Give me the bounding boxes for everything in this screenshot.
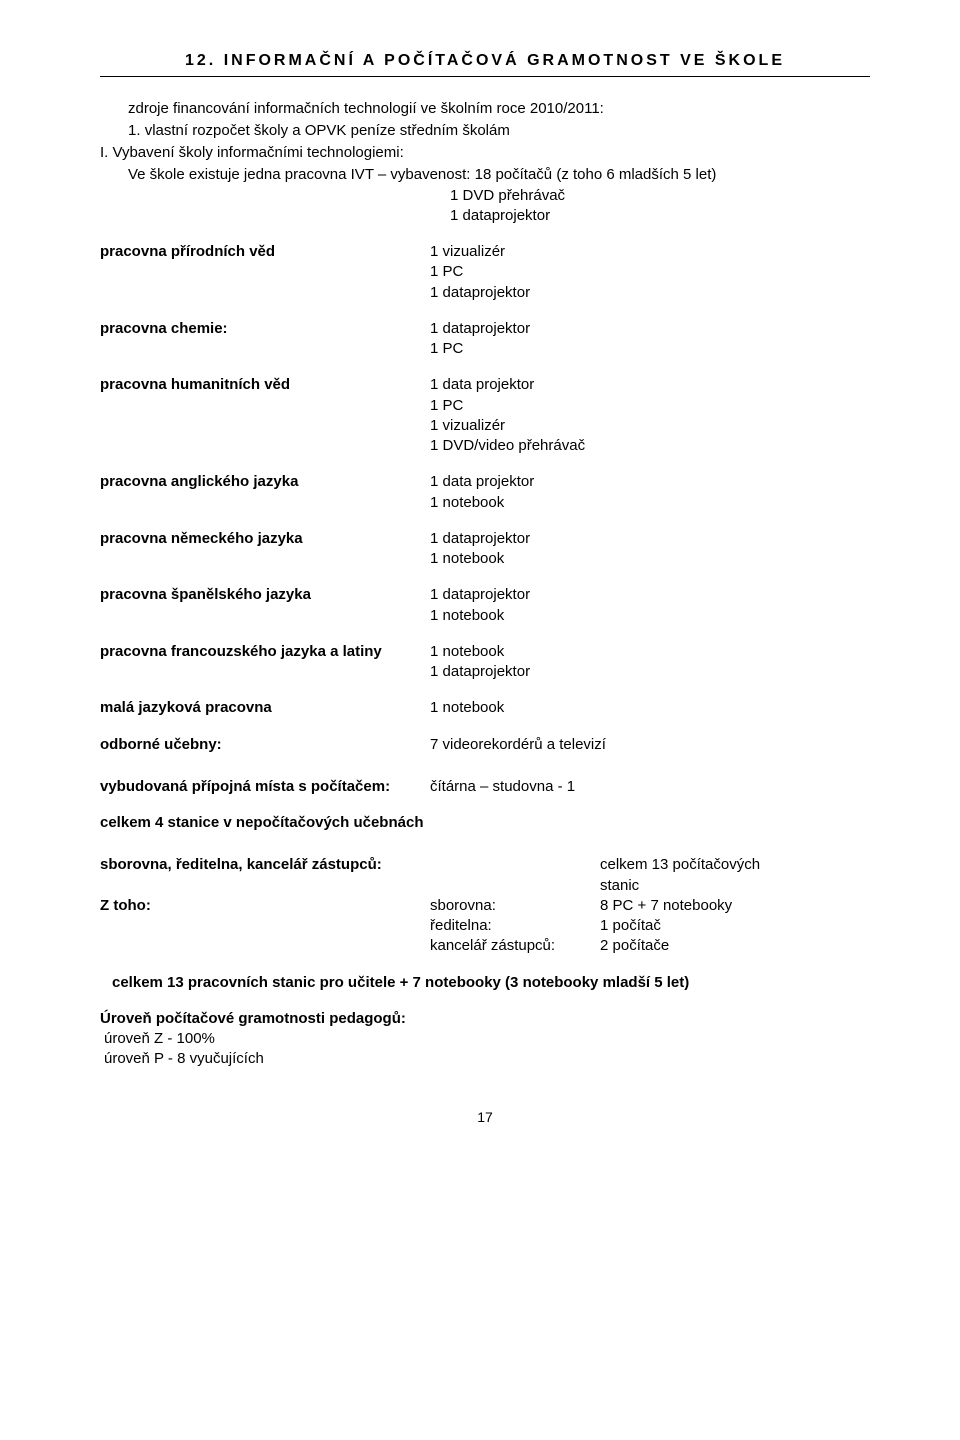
horizontal-rule (100, 76, 870, 77)
row-label: malá jazyková pracovna (100, 698, 430, 718)
roman-title: Vybavení školy informačními technologiem… (113, 144, 404, 161)
pripojna-label: vybudovaná přípojná místa s počítačem: (100, 777, 430, 797)
row-label: pracovna francouzského jazyka a latiny (100, 642, 430, 683)
row-line: 1 notebook (430, 493, 870, 513)
ztoho-val: 8 PC + 7 notebooky (600, 896, 870, 916)
ztoho-key: kancelář zástupců: (430, 936, 600, 956)
row-line: 1 notebook (430, 698, 870, 718)
list-text: vlastní rozpočet školy a OPVK peníze stř… (145, 122, 510, 139)
row-chemie: pracovna chemie: 1 dataprojektor 1 PC (100, 319, 870, 360)
page-number: 17 (100, 1108, 870, 1127)
row-line: 7 videorekordérů a televizí (430, 735, 870, 755)
ztoho-row2: ředitelna: 1 počítač (100, 916, 870, 936)
document-page: 12. INFORMAČNÍ A POČÍTAČOVÁ GRAMOTNOST V… (0, 0, 960, 1440)
row-line: 1 dataprojektor (430, 319, 870, 339)
row-line: 1 notebook (430, 606, 870, 626)
row-label: pracovna chemie: (100, 319, 430, 360)
row-line: 1 PC (430, 339, 870, 359)
uroven-z: úroveň Z - 100% (100, 1029, 870, 1049)
row-label: pracovna německého jazyka (100, 529, 430, 570)
sborovna-label: sborovna, ředitelna, kancelář zástupců: (100, 855, 430, 896)
row-nemeckeho: pracovna německého jazyka 1 dataprojekto… (100, 529, 870, 570)
row-spanelskeho: pracovna španělského jazyka 1 dataprojek… (100, 585, 870, 626)
uroven-title: Úroveň počítačové gramotnosti pedagogů: (100, 1009, 870, 1029)
ztoho-row1: Z toho: sborovna: 8 PC + 7 notebooky (100, 896, 870, 916)
equipment-sub-1: 1 DVD přehrávač (100, 186, 870, 206)
row-line: 1 data projektor (430, 375, 870, 395)
row-line: 1 dataprojektor (430, 585, 870, 605)
equipment-line: Ve škole existuje jedna pracovna IVT – v… (100, 165, 870, 185)
row-line: 1 dataprojektor (430, 662, 870, 682)
row-prirodnich: pracovna přírodních věd 1 vizualizér 1 P… (100, 242, 870, 303)
row-line: 1 vizualizér (430, 242, 870, 262)
sborovna-row: sborovna, ředitelna, kancelář zástupců: … (100, 855, 870, 896)
roman-numeral: I. (100, 144, 108, 161)
row-line: 1 dataprojektor (430, 283, 870, 303)
celkem4-line: celkem 4 stanice v nepočítačových učebná… (100, 813, 870, 833)
ztoho-key: ředitelna: (430, 916, 600, 936)
uroven-p: úroveň P - 8 vyučujících (100, 1049, 870, 1069)
intro-text: zdroje financování informačních technolo… (100, 99, 870, 119)
row-label: pracovna španělského jazyka (100, 585, 430, 626)
row-line: 1 PC (430, 396, 870, 416)
roman-section: I. Vybavení školy informačními technolog… (100, 143, 870, 163)
row-label: pracovna humanitních věd (100, 375, 430, 456)
row-anglickeho: pracovna anglického jazyka 1 data projek… (100, 472, 870, 513)
row-line: 1 PC (430, 262, 870, 282)
row-odborne: odborné učebny: 7 videorekordérů a telev… (100, 735, 870, 755)
sborovna-val1: celkem 13 počítačových (600, 855, 870, 875)
ztoho-label: Z toho: (100, 896, 430, 916)
row-humanitnich: pracovna humanitních věd 1 data projekto… (100, 375, 870, 456)
row-line: 1 data projektor (430, 472, 870, 492)
ztoho-val: 2 počítače (600, 936, 870, 956)
sborovna-val2: stanic (600, 876, 870, 896)
list-number: 1. (128, 122, 141, 139)
row-label: pracovna přírodních věd (100, 242, 430, 303)
row-line: 1 vizualizér (430, 416, 870, 436)
pripojna-row: vybudovaná přípojná místa s počítačem: č… (100, 777, 870, 797)
row-label: pracovna anglického jazyka (100, 472, 430, 513)
ztoho-val: 1 počítač (600, 916, 870, 936)
row-line: 1 dataprojektor (430, 529, 870, 549)
numbered-list: 1. vlastní rozpočet školy a OPVK peníze … (100, 121, 870, 141)
row-line: 1 DVD/video přehrávač (430, 436, 870, 456)
celkem13-line: celkem 13 pracovních stanic pro učitele … (100, 973, 870, 993)
section-header: 12. INFORMAČNÍ A POČÍTAČOVÁ GRAMOTNOST V… (100, 50, 870, 72)
row-line: 1 notebook (430, 642, 870, 662)
row-francouzskeho: pracovna francouzského jazyka a latiny 1… (100, 642, 870, 683)
row-mala-jazykova: malá jazyková pracovna 1 notebook (100, 698, 870, 718)
ztoho-row3: kancelář zástupců: 2 počítače (100, 936, 870, 956)
ztoho-key: sborovna: (430, 896, 600, 916)
row-line: 1 notebook (430, 549, 870, 569)
row-label: odborné učebny: (100, 735, 430, 755)
equipment-sub-2: 1 dataprojektor (100, 206, 870, 226)
pripojna-value: čítárna – studovna - 1 (430, 777, 870, 797)
